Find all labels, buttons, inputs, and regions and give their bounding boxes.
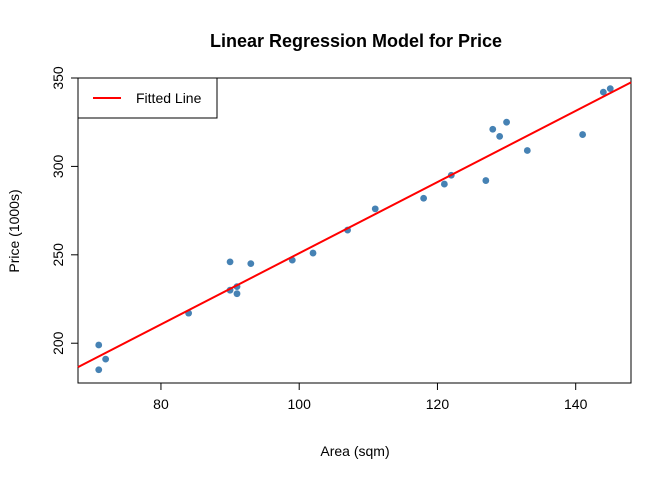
chart-title: Linear Regression Model for Price bbox=[210, 31, 502, 51]
data-point bbox=[503, 118, 510, 126]
data-point bbox=[226, 258, 234, 266]
data-point bbox=[599, 88, 607, 96]
data-point bbox=[482, 177, 490, 184]
x-tick-label: 100 bbox=[288, 396, 312, 412]
data-point bbox=[233, 290, 241, 298]
legend-label: Fitted Line bbox=[136, 90, 202, 106]
fitted-line-layer bbox=[77, 81, 632, 368]
data-point bbox=[523, 147, 531, 154]
y-axis: 200 250 300 350 bbox=[50, 66, 79, 355]
data-point bbox=[606, 85, 614, 93]
data-point bbox=[247, 260, 255, 268]
data-point bbox=[95, 341, 103, 349]
y-tick-label: 300 bbox=[50, 155, 66, 179]
x-tick-label: 120 bbox=[426, 396, 450, 412]
data-point bbox=[102, 355, 110, 363]
data-point bbox=[420, 194, 428, 202]
fitted-line bbox=[77, 81, 632, 368]
plot-frame bbox=[77, 77, 632, 384]
data-point bbox=[579, 131, 587, 138]
data-points bbox=[95, 85, 614, 374]
y-tick-label: 200 bbox=[50, 331, 66, 355]
y-axis-label: Price (1000s) bbox=[6, 189, 22, 272]
legend: Fitted Line bbox=[77, 77, 218, 119]
y-tick-label: 350 bbox=[50, 66, 66, 90]
data-point bbox=[95, 366, 103, 374]
data-point bbox=[371, 205, 379, 213]
data-point bbox=[489, 125, 497, 133]
y-tick-label: 250 bbox=[50, 243, 66, 267]
x-axis-label: Area (sqm) bbox=[320, 443, 389, 459]
x-axis: 80 100 120 140 bbox=[153, 382, 588, 412]
x-tick-label: 140 bbox=[564, 396, 588, 412]
x-tick-label: 80 bbox=[153, 396, 169, 412]
data-point bbox=[440, 180, 448, 188]
data-point bbox=[496, 132, 504, 140]
data-point bbox=[309, 249, 317, 257]
